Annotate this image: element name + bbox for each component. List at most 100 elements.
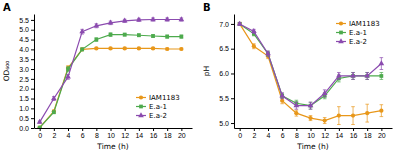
tick-mark — [125, 128, 126, 131]
legend-marker — [339, 21, 343, 25]
tick-mark — [254, 128, 255, 131]
error-bar — [380, 105, 384, 117]
tick: 10 — [307, 128, 315, 139]
error-bar — [80, 48, 84, 51]
error-bar-cap — [295, 116, 299, 117]
error-bar — [309, 116, 313, 121]
point — [38, 126, 42, 128]
x-axis-line — [35, 128, 193, 129]
tick-mark — [231, 123, 234, 124]
error-bar-cap — [351, 79, 355, 80]
error-bar — [323, 118, 327, 124]
tick-label: 6 — [81, 132, 85, 139]
point — [66, 67, 70, 71]
legend-marker — [139, 105, 143, 109]
tick-label: 5.0 — [19, 26, 29, 33]
tick-mark — [31, 108, 34, 109]
tick-label: 10 — [107, 132, 115, 139]
tick-mark — [231, 24, 234, 25]
point — [350, 73, 356, 78]
error-bar — [380, 72, 384, 79]
point — [165, 35, 169, 39]
error-bar-cap — [380, 104, 384, 105]
error-bar — [295, 110, 299, 116]
error-bar-cap — [365, 122, 369, 123]
tick-label: 18 — [364, 132, 372, 139]
error-bar-cap — [351, 124, 355, 125]
tick: 0 — [238, 128, 242, 139]
point — [251, 28, 257, 33]
tick-label: 20 — [178, 132, 186, 139]
tick: 18 — [364, 128, 372, 139]
plot-area — [37, 16, 184, 128]
tick-label: 16 — [150, 132, 158, 139]
error-bar-cap — [280, 98, 284, 99]
tick-label: 0 — [38, 132, 42, 139]
point — [151, 46, 155, 50]
error-bar-cap — [323, 98, 327, 99]
y-axis-title: pH — [202, 66, 211, 76]
tick-label: 5.5 — [219, 95, 229, 102]
point — [380, 74, 384, 78]
point — [179, 16, 185, 21]
x-axis-title: Time (h) — [296, 142, 328, 151]
error-bar-cap — [252, 48, 256, 49]
error-bar — [95, 38, 99, 42]
tick-label: 0.5 — [19, 115, 29, 122]
legend-item: E.a-2 — [336, 38, 367, 46]
tick-label: 7.0 — [219, 21, 229, 28]
legend-marker — [339, 31, 343, 35]
figure: 024681012141618200.00.51.01.52.02.53.03.… — [0, 0, 400, 152]
point — [308, 102, 314, 107]
tick: 4.0 — [19, 46, 34, 53]
series — [238, 22, 383, 109]
point — [136, 17, 142, 22]
error-bar-cap — [323, 117, 327, 118]
tick-mark — [31, 69, 34, 70]
panel-title: A — [3, 2, 11, 13]
tick: 8 — [295, 128, 299, 139]
point — [308, 116, 312, 120]
series — [38, 33, 183, 128]
point — [164, 16, 170, 21]
tick-label: 4.0 — [19, 46, 29, 53]
point — [80, 47, 84, 51]
tick-mark — [167, 128, 168, 131]
error-bar — [151, 35, 155, 38]
tick-mark — [353, 128, 354, 131]
legend-item: E.a-1 — [336, 29, 367, 37]
tick: 16 — [150, 128, 158, 139]
tick: 4 — [67, 128, 71, 139]
tick: 1.5 — [19, 95, 34, 102]
tick: 12 — [121, 128, 129, 139]
point — [65, 74, 71, 79]
point — [94, 46, 98, 50]
tick-label: 0 — [238, 132, 242, 139]
tick-label: 6.0 — [219, 70, 229, 77]
tick-mark — [31, 49, 34, 50]
tick-mark — [325, 128, 326, 131]
tick-label: 12 — [121, 132, 129, 139]
series — [238, 22, 384, 125]
tick-mark — [40, 128, 41, 131]
tick-mark — [311, 128, 312, 131]
tick-mark — [31, 79, 34, 80]
legend-marker — [338, 38, 344, 43]
legend-label: IAM1183 — [149, 94, 180, 102]
tick: 8 — [95, 128, 99, 139]
x-axis-line — [235, 128, 393, 129]
tick-mark — [181, 128, 182, 131]
point — [109, 33, 113, 37]
point — [165, 47, 169, 51]
tick: 2.0 — [19, 85, 34, 92]
point — [94, 23, 100, 28]
tick-label: 20 — [378, 132, 386, 139]
point — [322, 90, 328, 95]
error-bar-cap — [280, 103, 284, 104]
error-bar-cap — [351, 106, 355, 107]
point — [379, 109, 383, 113]
tick-label: 16 — [350, 132, 358, 139]
point — [179, 47, 183, 51]
point — [265, 50, 271, 55]
error-bar — [165, 35, 169, 38]
